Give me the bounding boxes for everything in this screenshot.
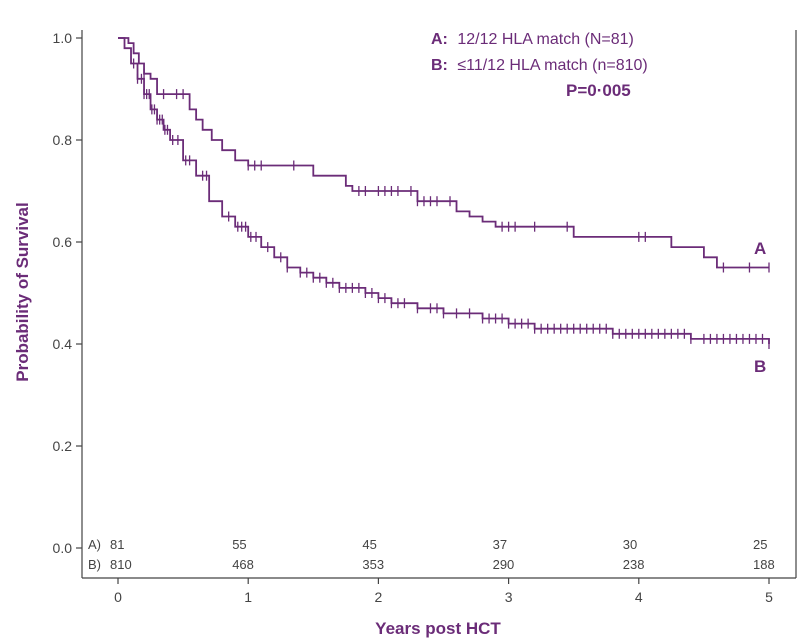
at-risk-count: 45 (362, 537, 376, 552)
x-tick-label: 2 (375, 589, 383, 605)
at-risk-row-label: A) (88, 537, 101, 552)
at-risk-count: 188 (753, 557, 775, 572)
legend-entry-b: B: ≤11/12 HLA match (n=810) (431, 57, 648, 74)
x-tick-label: 3 (505, 589, 513, 605)
at-risk-count: 810 (110, 557, 132, 572)
y-tick-label: 0.6 (53, 234, 73, 250)
y-axis-ticks: 0.0 0.2 0.4 0.6 0.8 1.0 (53, 30, 82, 556)
legend-entry-a: A: 12/12 HLA match (N=81) (431, 31, 634, 48)
at-risk-count: 81 (110, 537, 124, 552)
y-axis-title: Probability of Survival (13, 202, 32, 382)
at-risk-count: 30 (623, 537, 637, 552)
at-risk-table: A) 81 55 45 37 30 25 B) 810 468 353 290 238 188 (88, 537, 775, 572)
curve-label-a: A (754, 239, 766, 258)
y-tick-label: 0.2 (53, 438, 73, 454)
axes (82, 30, 796, 578)
p-value: P=0·005 (566, 81, 631, 100)
x-tick-label: 5 (765, 589, 773, 605)
legend-text-b: ≤11/12 HLA match (n=810) (457, 57, 647, 74)
at-risk-count: 468 (232, 557, 254, 572)
legend-key-b: B: (431, 57, 448, 74)
at-risk-count: 25 (753, 537, 767, 552)
legend-key-a: A: (431, 31, 448, 48)
x-axis-ticks: 0 1 2 3 4 5 (114, 578, 773, 605)
survival-curve-b (118, 38, 769, 344)
x-tick-label: 4 (635, 589, 643, 605)
at-risk-count: 55 (232, 537, 246, 552)
curve-label-b: B (754, 357, 766, 376)
y-tick-label: 0.0 (53, 540, 73, 556)
at-risk-count: 290 (493, 557, 515, 572)
legend-text-a: 12/12 HLA match (N=81) (457, 31, 634, 48)
at-risk-count: 37 (493, 537, 507, 552)
x-tick-label: 1 (244, 589, 252, 605)
y-tick-label: 0.8 (53, 132, 73, 148)
x-tick-label: 0 (114, 589, 122, 605)
survival-curves (118, 38, 769, 349)
x-axis-title: Years post HCT (375, 619, 501, 638)
legend: A: 12/12 HLA match (N=81) B: ≤11/12 HLA … (431, 31, 648, 100)
y-tick-label: 1.0 (53, 30, 73, 46)
series-b (118, 38, 769, 349)
at-risk-count: 353 (362, 557, 384, 572)
at-risk-row-label: B) (88, 557, 101, 572)
y-tick-label: 0.4 (53, 336, 73, 352)
at-risk-count: 238 (623, 557, 645, 572)
